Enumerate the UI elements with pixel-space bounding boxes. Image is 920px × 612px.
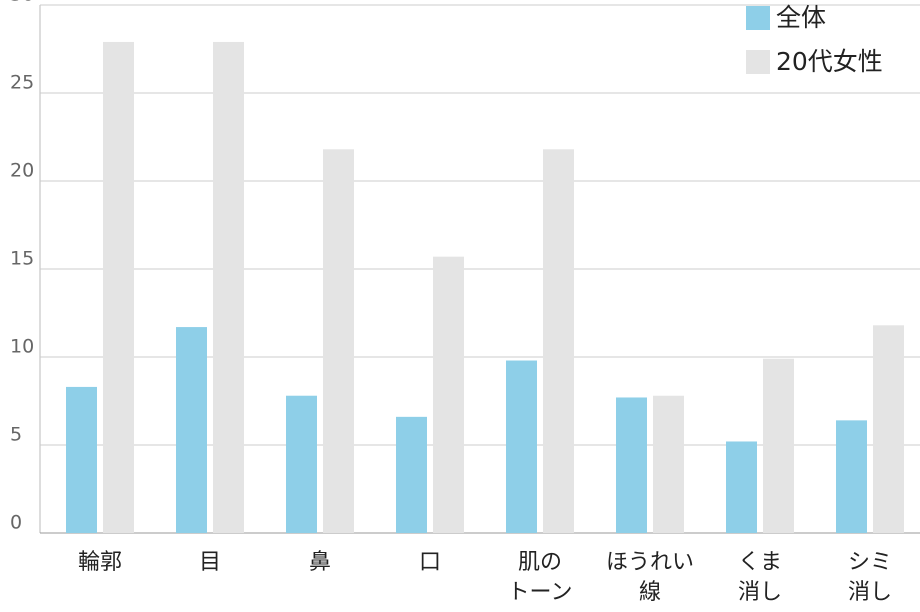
legend-swatch (746, 6, 770, 30)
y-tick-label: 15 (10, 248, 34, 270)
x-tick-label: 輪郭 (77, 550, 122, 575)
legend-label: 20代女性 (776, 47, 883, 76)
bar (396, 416, 427, 533)
bar (286, 395, 317, 533)
bar (836, 420, 867, 533)
bar (726, 441, 757, 533)
bar (763, 358, 794, 533)
bar (653, 395, 684, 533)
x-tick-label: 肌の トーン (507, 550, 573, 605)
bar (616, 397, 647, 533)
y-tick-label: 10 (10, 336, 34, 358)
bar (176, 327, 207, 533)
bar (66, 386, 97, 533)
x-tick-label: 口 (418, 550, 441, 575)
legend-swatch (746, 50, 770, 74)
bar (103, 41, 134, 534)
bar (506, 360, 537, 533)
bar (323, 149, 354, 533)
x-tick-label: 鼻 (308, 550, 331, 575)
y-tick-label: 25 (10, 72, 34, 94)
bar (433, 256, 464, 533)
x-tick-label: ほうれい 線 (605, 550, 694, 605)
y-tick-label: 20 (10, 160, 34, 182)
x-tick-label: くま 消し (737, 550, 782, 605)
legend-label: 全体 (776, 3, 826, 32)
bar (543, 149, 574, 533)
bar (213, 41, 244, 534)
x-tick-label: シミ 消し (847, 550, 892, 605)
bar (873, 325, 904, 533)
y-tick-label: 0 (10, 512, 22, 534)
x-tick-label: 目 (198, 550, 221, 575)
y-tick-label: 30 (10, 0, 34, 6)
y-tick-label: 5 (10, 424, 22, 446)
